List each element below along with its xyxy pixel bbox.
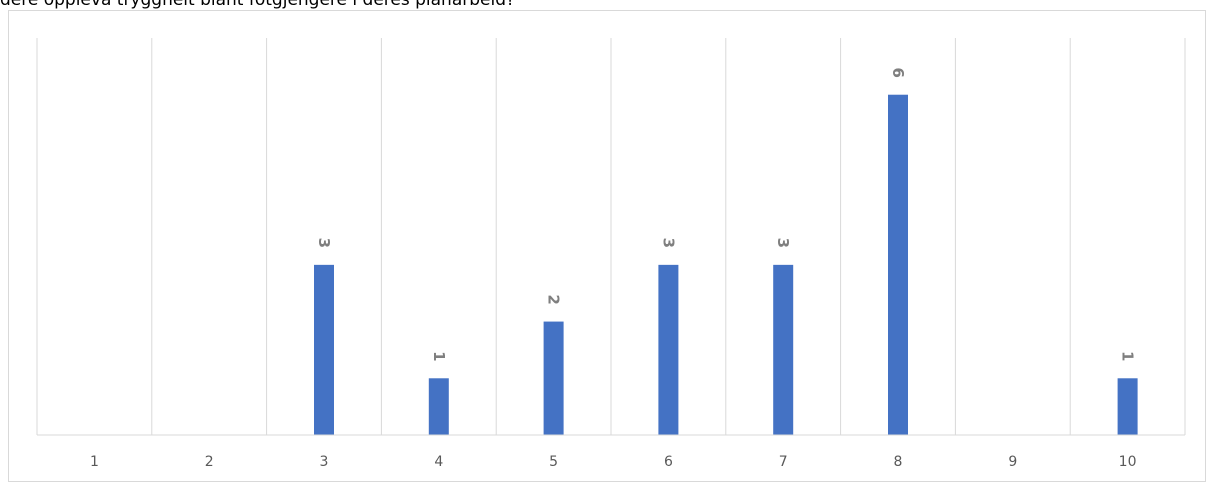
- tick-label-2: 2: [205, 454, 214, 470]
- bar-10: [1117, 378, 1138, 435]
- tick-label-8: 8: [894, 454, 903, 470]
- tick-label-3: 3: [320, 454, 329, 470]
- tick-label-5: 5: [549, 454, 558, 470]
- tick-label-1: 1: [90, 454, 99, 470]
- bars: [314, 94, 1138, 435]
- bar-4: [428, 378, 449, 435]
- data-label-10: 1: [1119, 351, 1137, 361]
- tick-label-4: 4: [434, 454, 443, 470]
- data-label-3: 3: [315, 238, 333, 248]
- bar-6: [658, 264, 679, 435]
- data-label-8: 6: [889, 67, 907, 77]
- tick-label-7: 7: [779, 454, 788, 470]
- bar-7: [773, 264, 794, 435]
- tick-label-6: 6: [664, 454, 673, 470]
- tick-label-9: 9: [1008, 454, 1017, 470]
- chart-caption: dere oppleva tryggheit blant fotgjengere…: [0, 0, 516, 10]
- data-label-6: 3: [659, 238, 677, 248]
- grid-lines: [36, 38, 1186, 435]
- bar-8: [888, 94, 908, 435]
- chart-frame: [8, 10, 1206, 482]
- data-label-5: 2: [545, 294, 563, 304]
- tick-label-10: 10: [1119, 454, 1137, 470]
- data-label-4: 1: [430, 351, 448, 361]
- bar-5: [543, 321, 564, 435]
- data-labels: 3 1 2 3 3 6 1: [315, 67, 1137, 361]
- bar-3: [314, 264, 334, 435]
- data-label-7: 3: [774, 238, 792, 248]
- x-axis-tick-labels: 1 2 3 4 5 6 7 8 9 10: [90, 454, 1137, 470]
